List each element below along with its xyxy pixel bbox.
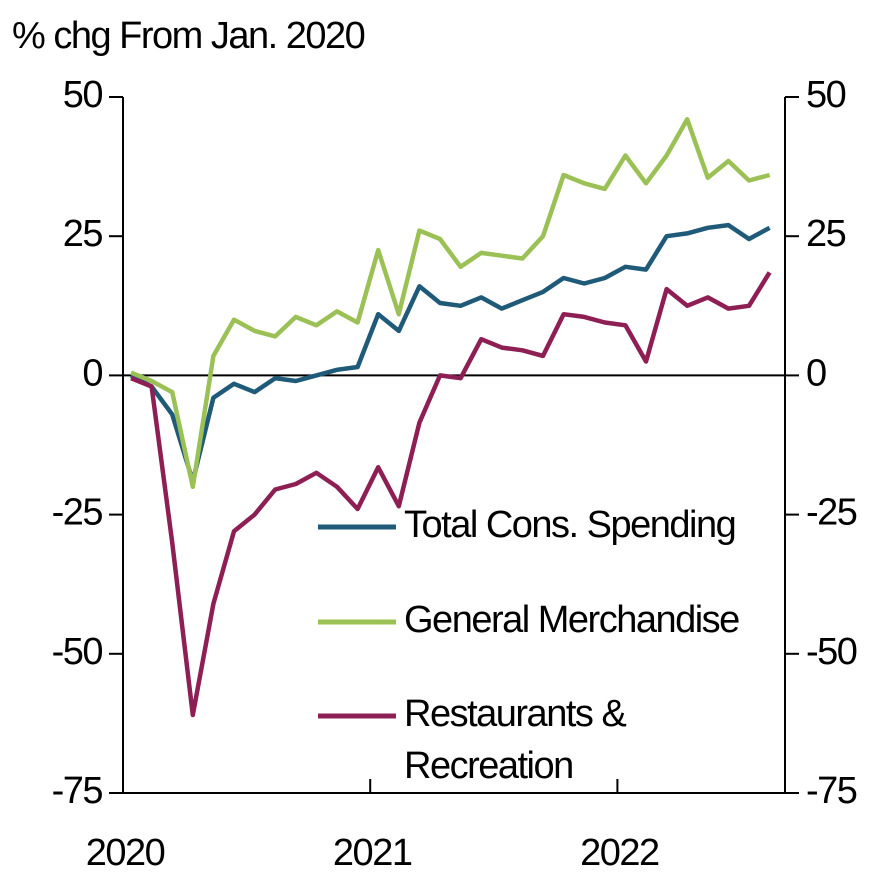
- y2-tick-label: -25: [806, 492, 857, 534]
- y2-tick-label: 0: [806, 352, 826, 394]
- y-axis-label: % chg From Jan. 2020: [12, 15, 365, 57]
- legend-label: Total Cons. Spending: [404, 504, 735, 546]
- y2-tick-label: 25: [806, 213, 846, 255]
- y-tick-label: -25: [52, 492, 103, 534]
- x-tick-label: 2021: [333, 832, 412, 874]
- y-tick-label: -50: [52, 631, 103, 673]
- series-line: [129, 222, 771, 484]
- y-tick-label: -75: [52, 770, 103, 812]
- y-tick-label: 0: [82, 352, 102, 394]
- y-tick-label: 50: [63, 74, 103, 116]
- legend-label: General Merchandise: [404, 599, 739, 641]
- legend-label: Restaurants & Recreation: [404, 693, 626, 787]
- x-tick-label: 2022: [580, 832, 659, 874]
- y2-tick-label: 50: [806, 74, 846, 116]
- y2-tick-label: -50: [806, 631, 857, 673]
- y-tick-label: 25: [63, 213, 103, 255]
- x-tick-label: 2020: [86, 832, 165, 874]
- series-line: [130, 117, 771, 490]
- y2-tick-label: -75: [806, 770, 857, 812]
- series-line: [130, 271, 772, 718]
